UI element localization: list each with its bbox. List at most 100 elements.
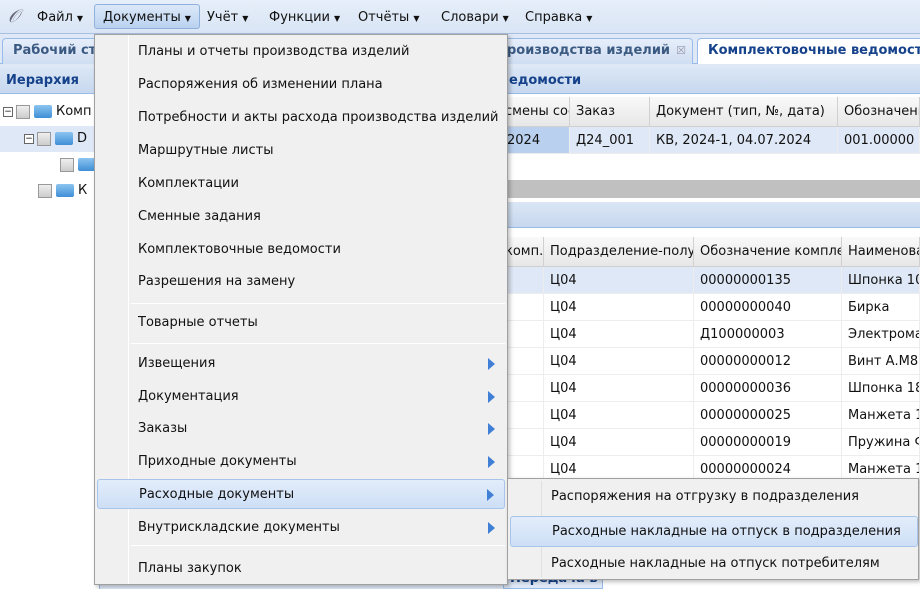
cell: Манжета 1 xyxy=(842,402,920,429)
cell: Д100000003 xyxy=(694,321,842,348)
splitter[interactable] xyxy=(503,180,920,198)
menu-item[interactable]: Расходные документы xyxy=(97,479,505,509)
menu-item[interactable]: Внутрискладские документы xyxy=(97,513,505,543)
tree-node[interactable] xyxy=(60,152,100,178)
menu-dictionaries[interactable]: Словари ▼ xyxy=(433,5,517,30)
menu-documents[interactable]: Документы ▼ xyxy=(94,4,200,29)
tree-label: К xyxy=(78,183,88,198)
tree-label: D xyxy=(77,131,88,146)
hierarchy-panel: Иерархия − Комп − D К xyxy=(0,68,100,589)
menu-label: Файл xyxy=(37,10,73,25)
menu-item[interactable]: Планы и отчеты производства изделий xyxy=(97,37,505,67)
submenu-arrow-icon xyxy=(487,489,494,501)
cell: Ц04 xyxy=(544,375,694,402)
cell xyxy=(503,429,544,456)
menu-item-label: Планы закупок xyxy=(138,561,242,576)
caret-down-icon: ▼ xyxy=(242,14,249,23)
tree-node[interactable]: К xyxy=(38,178,87,204)
cell: Ц04 xyxy=(544,267,694,294)
cell: 00000000040 xyxy=(694,294,842,321)
cell: Электрома xyxy=(842,321,920,348)
column-header[interactable]: Наименова xyxy=(842,237,920,267)
submenu-arrow-icon xyxy=(488,456,495,468)
tab-kit-sheets[interactable]: Комплектовочные ведомости xyxy=(697,38,920,64)
submenu-arrow-icon xyxy=(488,358,495,370)
menu-item[interactable]: Распоряжения об изменении плана xyxy=(97,70,505,100)
menu-item[interactable]: Потребности и акты расхода производства … xyxy=(97,103,505,133)
cell xyxy=(503,348,544,375)
menu-item-label: Комплектовочные ведомости xyxy=(138,242,341,257)
menu-functions[interactable]: Функции ▼ xyxy=(261,5,348,30)
menu-label: Справка xyxy=(525,10,583,25)
cell: 00000000012 xyxy=(694,348,842,375)
menu-label: Отчёты xyxy=(358,10,410,25)
menu-item[interactable]: Извещения xyxy=(97,349,505,379)
caret-down-icon: ▼ xyxy=(76,14,84,23)
cell: Ц04 xyxy=(544,348,694,375)
column-header[interactable]: Заказ xyxy=(570,97,650,127)
tree-node[interactable]: − Комп xyxy=(3,99,92,125)
checkbox[interactable] xyxy=(38,183,52,198)
upper-grid: смены сос Заказ Документ (тип, №, дата) … xyxy=(503,97,920,179)
column-header[interactable]: Документ (тип, №, дата) xyxy=(650,97,838,127)
menu-label: Словари xyxy=(441,10,499,25)
folder-icon xyxy=(78,158,96,171)
menu-item-shipment-orders[interactable]: Распоряжения на отгрузку в подразделения xyxy=(510,482,918,512)
folder-open-icon xyxy=(55,132,73,145)
collapse-icon[interactable]: − xyxy=(3,106,13,117)
menu-item-label: Разрешения на замену xyxy=(138,274,296,289)
caret-down-icon: ▼ xyxy=(333,14,341,23)
app-logo-icon: 𝒪 xyxy=(8,6,20,27)
menubar: 𝒪 Файл ▼ Документы ▼ Учёт ▼ Функции ▼ Отчёты… xyxy=(0,0,920,34)
menu-file[interactable]: Файл ▼ xyxy=(29,5,91,30)
menu-item[interactable]: Комплектовочные ведомости xyxy=(97,235,505,265)
checkbox[interactable] xyxy=(16,104,30,119)
menu-separator xyxy=(131,303,505,304)
menu-item[interactable]: Документация xyxy=(97,382,505,412)
cell: Шпонка 10 xyxy=(842,267,920,294)
menu-item[interactable]: Товарные отчеты xyxy=(97,308,505,338)
menu-item-issue-invoices-departments[interactable]: Расходные накладные на отпуск в подразде… xyxy=(510,516,918,547)
menu-item[interactable]: Маршрутные листы xyxy=(97,136,505,166)
submenu-arrow-icon xyxy=(488,391,495,403)
menu-item-label: Извещения xyxy=(138,356,216,371)
lower-grid: комп. Подразделение-получ Обозначение ко… xyxy=(503,237,920,537)
close-icon[interactable]: ☒ xyxy=(676,44,686,57)
menu-item[interactable]: Заказы xyxy=(97,414,505,444)
menu-item-label: Расходные накладные на отпуск в подразде… xyxy=(552,524,901,539)
tab-workspace[interactable]: Рабочий ст xyxy=(2,38,112,64)
menu-separator xyxy=(131,545,505,546)
expense-documents-submenu: Распоряжения на отгрузку в подразделения… xyxy=(507,478,919,580)
checkbox[interactable] xyxy=(60,157,74,172)
menu-help[interactable]: Справка ▼ xyxy=(517,5,600,30)
cell: 2024 xyxy=(503,127,570,154)
column-header[interactable]: Обозначени xyxy=(838,97,920,127)
menu-item-label: Сменные задания xyxy=(138,209,261,224)
menu-item[interactable]: Комплектации xyxy=(97,169,505,199)
tab-label: Рабочий ст xyxy=(13,43,97,58)
cell xyxy=(503,267,544,294)
cell xyxy=(503,321,544,348)
menu-item-issue-invoices-consumers[interactable]: Расходные накладные на отпуск потребител… xyxy=(510,549,918,579)
documents-dropdown-menu: Планы и отчеты производства изделий Распо… xyxy=(94,34,508,585)
cell: Ц04 xyxy=(544,402,694,429)
tree-node[interactable]: − D xyxy=(0,126,100,152)
menu-item[interactable]: Планы закупок xyxy=(97,554,505,584)
cell: Ц04 xyxy=(544,321,694,348)
column-header[interactable]: комп. xyxy=(503,237,544,267)
column-header[interactable]: Подразделение-получ xyxy=(544,237,694,267)
menu-reports[interactable]: Отчёты ▼ xyxy=(350,5,427,30)
menu-item-label: Распоряжения об изменении плана xyxy=(138,77,383,92)
collapse-icon[interactable]: − xyxy=(24,133,34,144)
menu-accounting[interactable]: Учёт ▼ xyxy=(199,5,256,30)
checkbox[interactable] xyxy=(37,131,51,146)
menu-label: Учёт xyxy=(207,10,239,25)
folder-open-icon xyxy=(34,105,52,118)
menu-item[interactable]: Приходные документы xyxy=(97,447,505,477)
menu-item[interactable]: Разрешения на замену xyxy=(97,267,505,297)
cell: Пружина Ф xyxy=(842,429,920,456)
column-header[interactable]: смены сос xyxy=(503,97,570,127)
menu-item[interactable]: Сменные задания xyxy=(97,202,505,232)
cell: КВ, 2024-1, 04.07.2024 xyxy=(650,127,838,154)
column-header[interactable]: Обозначение компле xyxy=(694,237,842,267)
